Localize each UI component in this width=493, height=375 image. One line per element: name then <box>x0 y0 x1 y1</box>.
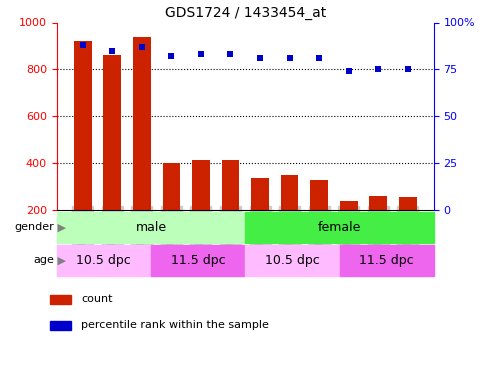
Bar <box>50 295 71 304</box>
Text: ▶: ▶ <box>54 222 66 232</box>
Point <box>404 66 412 72</box>
Text: 10.5 dpc: 10.5 dpc <box>265 254 320 267</box>
Text: 11.5 dpc: 11.5 dpc <box>171 254 225 267</box>
Text: percentile rank within the sample: percentile rank within the sample <box>81 320 269 330</box>
Bar <box>57 212 245 243</box>
Bar <box>369 196 387 257</box>
Bar <box>245 212 434 243</box>
Point <box>79 42 87 48</box>
Title: GDS1724 / 1433454_at: GDS1724 / 1433454_at <box>165 6 326 20</box>
Text: female: female <box>318 221 361 234</box>
Text: count: count <box>81 294 113 304</box>
Text: male: male <box>136 221 167 234</box>
Bar <box>192 160 210 257</box>
Point <box>285 55 293 61</box>
Point <box>256 55 264 61</box>
Bar <box>310 180 328 257</box>
Point <box>108 48 116 54</box>
Bar <box>245 245 340 276</box>
Bar <box>151 245 245 276</box>
Bar <box>104 56 121 257</box>
Bar <box>340 245 434 276</box>
Point <box>227 51 235 57</box>
Point <box>374 66 382 72</box>
Point <box>168 53 176 59</box>
Bar <box>399 197 417 257</box>
Text: gender: gender <box>14 222 54 232</box>
Bar <box>57 245 151 276</box>
Text: 10.5 dpc: 10.5 dpc <box>76 254 131 267</box>
Bar <box>50 321 71 330</box>
Bar <box>281 175 298 257</box>
Text: 11.5 dpc: 11.5 dpc <box>359 254 414 267</box>
Bar <box>163 163 180 257</box>
Bar <box>251 178 269 257</box>
Text: ▶: ▶ <box>54 255 66 266</box>
Bar <box>340 201 357 257</box>
Bar <box>222 160 240 257</box>
Bar <box>133 37 151 257</box>
Text: age: age <box>34 255 54 266</box>
Point <box>315 55 323 61</box>
Point <box>197 51 205 57</box>
Bar <box>74 41 92 257</box>
Point <box>138 44 146 50</box>
Point <box>345 68 352 74</box>
